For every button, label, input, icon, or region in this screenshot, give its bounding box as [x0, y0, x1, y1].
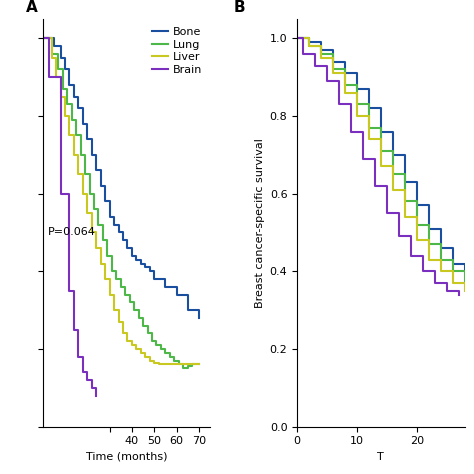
Y-axis label: Breast cancer-specific survival: Breast cancer-specific survival: [255, 138, 265, 308]
X-axis label: T: T: [377, 452, 384, 462]
X-axis label: Time (months): Time (months): [86, 452, 167, 462]
Legend: Bone, Lung, Liver, Brain: Bone, Lung, Liver, Brain: [150, 25, 204, 77]
Text: A: A: [26, 0, 37, 15]
Text: B: B: [234, 0, 245, 15]
Text: P=0.064: P=0.064: [48, 227, 96, 237]
